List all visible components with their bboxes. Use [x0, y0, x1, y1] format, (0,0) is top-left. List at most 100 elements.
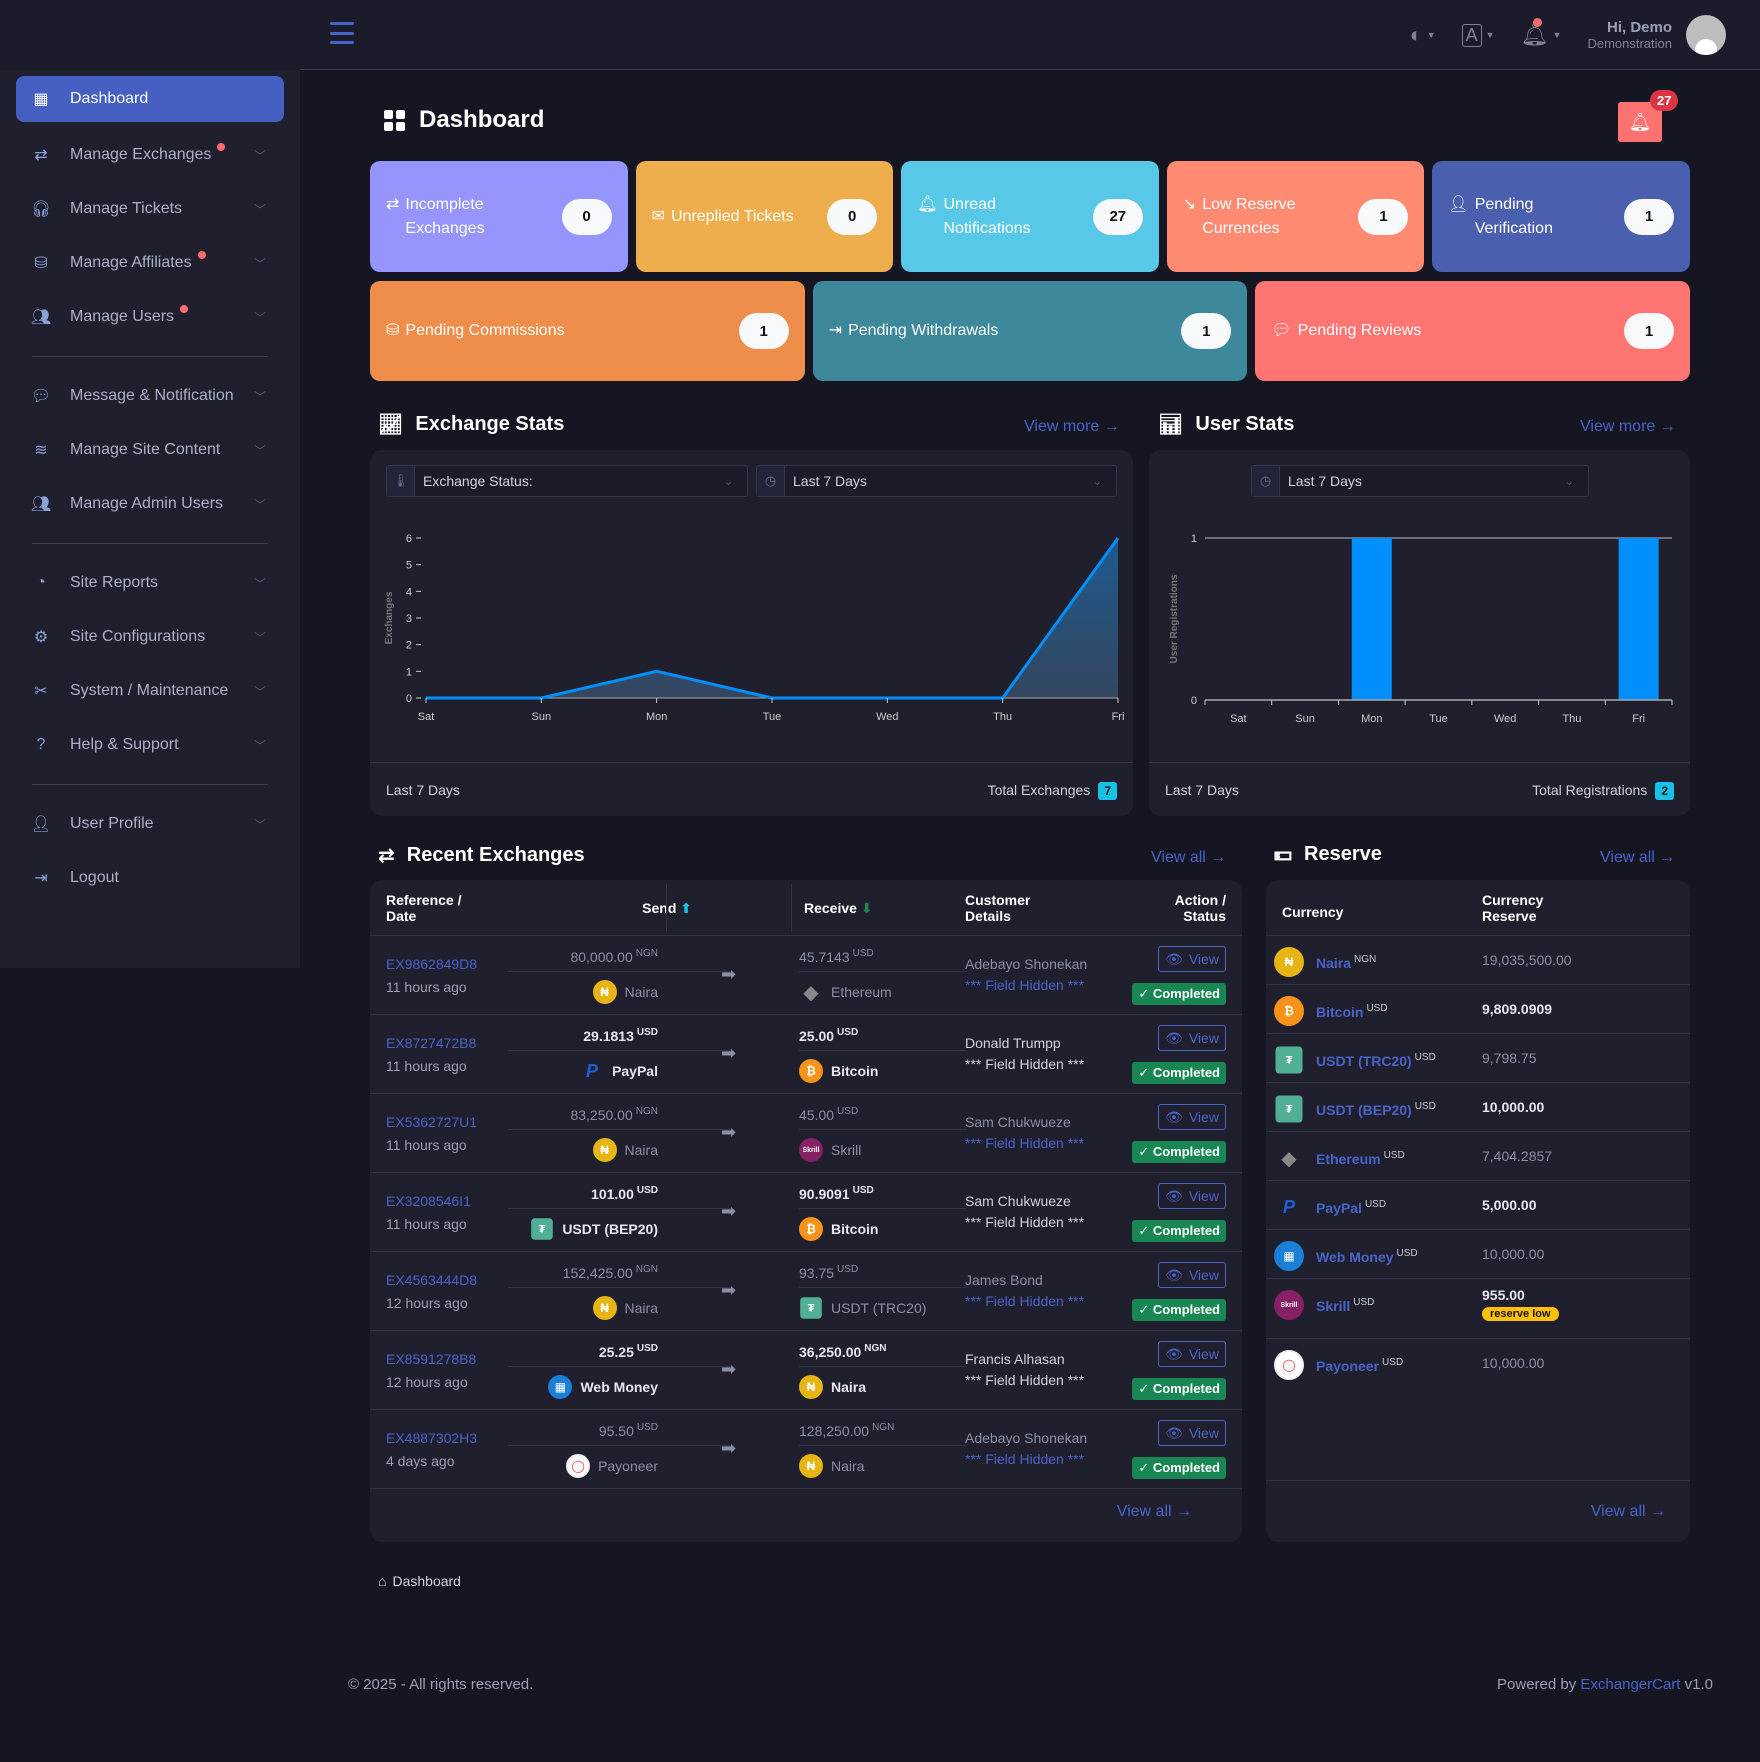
arrow-right-icon: ➡ [721, 1438, 737, 1458]
reserve-view-all-link-top[interactable]: View all → [1600, 849, 1676, 866]
home-icon[interactable]: ⌂ [378, 1573, 387, 1589]
sidebar-item-logout[interactable]: ⇥ Logout [16, 851, 284, 905]
chevron-down-icon: ﹀ [253, 443, 266, 458]
stat-card-pending-commissions[interactable]: ⛁ Pending Commissions 1 [370, 281, 805, 381]
view-button[interactable]: 👁︎ View [1158, 1183, 1226, 1209]
reserve-low-badge: reserve low [1482, 1307, 1559, 1321]
theme-toggle-button[interactable]: ◐ ▼ [1409, 22, 1436, 47]
view-button[interactable]: 👁︎ View [1158, 946, 1226, 972]
stat-card-unread-notifications[interactable]: 🔔︎ Unread Notifications 27 [901, 161, 1159, 272]
exchange-ref-link[interactable]: EX4887302H3 [386, 1430, 478, 1446]
exchange-ref-link[interactable]: EX4563444D8 [386, 1272, 478, 1288]
customer-name: Sam Chukwueze [965, 1114, 1071, 1130]
sidebar-item-manage-exchanges[interactable]: ⇄ Manage Exchanges ﹀ [16, 128, 284, 182]
stat-card-pending-withdrawals[interactable]: ⇥ Pending Withdrawals 1 [812, 281, 1248, 381]
avatar[interactable] [1686, 15, 1726, 55]
exchange-status-select[interactable]: 🌡︎ Exchange Status: ⌄ [386, 465, 748, 497]
currency-link[interactable]: ₿ Bitcoin USD [1274, 996, 1388, 1026]
chevron-down-icon: ﹀ [253, 684, 266, 699]
tools-icon: ✂ [34, 683, 48, 700]
sidebar-item-manage-admin-users[interactable]: 👥︎ Manage Admin Users ﹀ [30, 495, 266, 513]
recent-view-all-link-bottom[interactable]: View all → [1116, 1503, 1192, 1520]
arrow-right-icon: ➡ [721, 1122, 737, 1142]
notifications-button[interactable]: 🔔︎ ▼ [1521, 18, 1561, 48]
sidebar-item-user-profile[interactable]: 👤︎ User Profile ﹀ [30, 815, 266, 833]
top-header: ◐ ▼ A ▼ 🔔︎ ▼ Hi, Demo Demonstration [0, 0, 1760, 70]
exchange-ref-link[interactable]: EX9862849D8 [386, 956, 478, 972]
view-button[interactable]: 👁︎ View [1158, 1262, 1226, 1288]
view-button[interactable]: 👁︎ View [1158, 1341, 1226, 1367]
menu-toggle-button[interactable] [330, 22, 354, 44]
sidebar-item-manage-site-content[interactable]: ≋ Manage Site Content ﹀ [16, 423, 284, 477]
exchange-ref-link[interactable]: EX3208546I1 [386, 1193, 471, 1209]
sidebar-item-manage-users[interactable]: 👥︎ Manage Users ﹀ [16, 290, 284, 344]
count-badge: 1 [1624, 198, 1674, 235]
currency-link[interactable]: ₮ USDT (BEP20) USD [1274, 1094, 1436, 1124]
currency-link[interactable]: ▦ Web Money USD [1274, 1241, 1418, 1271]
receive-currency: ₦ Naira [799, 1454, 864, 1478]
alert-dot [180, 305, 189, 313]
coins-icon: ⛁ [34, 255, 48, 272]
chevron-down-icon: ⌄ [1564, 475, 1574, 488]
sidebar-item-dashboard[interactable]: ▦ Dashboard [16, 76, 284, 122]
admin-users-icon: 👥︎ [30, 496, 52, 513]
sidebar-item-message-notification[interactable]: 💬︎ Message & Notification ﹀ [30, 387, 266, 405]
exchange-ref-link[interactable]: EX8727472B8 [386, 1035, 477, 1051]
sidebar-item-manage-affiliates[interactable]: ⛁ Manage Affiliates ﹀ [16, 236, 284, 290]
exchange-range-select[interactable]: ◷ Last 7 Days ⌄ [756, 465, 1117, 497]
currency-link[interactable]: ◯ Payoneer USD [1274, 1350, 1403, 1380]
notification-count-badge: 27 [1650, 90, 1679, 111]
exchange-ref-link[interactable]: EX8591278B8 [386, 1351, 477, 1367]
stat-card-unreplied-tickets[interactable]: ✉ Unreplied Tickets 0 [635, 161, 894, 272]
customer-name: Adebayo Shonekan [965, 956, 1088, 972]
currency-link[interactable]: P PayPal USD [1274, 1192, 1386, 1222]
eye-icon: 👁︎ [1165, 1424, 1183, 1441]
table-row: EX8591278B8 12 hours ago 25.25 USD ▦ Web M… [370, 1331, 1242, 1410]
usdt-icon: ₮ [800, 1297, 822, 1319]
currency-link[interactable]: ₮ USDT (TRC20) USD [1274, 1045, 1436, 1075]
sidebar-item-site-reports[interactable]: ◔ Site Reports ﹀ [16, 556, 284, 610]
language-button[interactable]: A ▼ [1461, 23, 1495, 47]
reserve-view-all-link-bottom[interactable]: View all → [1590, 1503, 1666, 1520]
recent-view-all-link-top[interactable]: View all → [1151, 849, 1227, 866]
sidebar-item-manage-tickets[interactable]: 🎧︎ Manage Tickets ﹀ [30, 200, 266, 218]
user-range-select[interactable]: ◷ Last 7 Days ⌄ [1251, 465, 1589, 497]
user-menu[interactable]: Hi, Demo Demonstration [1587, 19, 1672, 51]
customer-name: Francis Alhasan [965, 1351, 1065, 1367]
user-stats-view-more-link[interactable]: View more → [1580, 418, 1676, 435]
currency-link[interactable]: Skrill Skrill USD [1274, 1290, 1374, 1320]
footer-brand-link[interactable]: ExchangerCart [1580, 1676, 1681, 1693]
receive-amount: 25.00 USD [799, 1027, 859, 1044]
exchange-stats-view-more-link[interactable]: View more → [1024, 418, 1120, 435]
view-button[interactable]: 👁︎ View [1158, 1420, 1226, 1446]
skrill-icon: Skrill [1274, 1290, 1304, 1320]
logout-icon: ⇥ [34, 870, 48, 887]
card-icon: ✉ [651, 207, 665, 225]
receive-currency: ₿ Bitcoin [799, 1059, 878, 1083]
bar-chart-icon: 📊︎ [1158, 414, 1184, 436]
view-button[interactable]: 👁︎ View [1158, 1104, 1226, 1130]
count-badge: 0 [827, 198, 878, 235]
status-badge: ✓ Completed [1132, 983, 1226, 1005]
stat-card-pending-reviews[interactable]: 💬︎ Pending Reviews 1 [1255, 281, 1690, 381]
currency-link[interactable]: ◆ Ethereum USD [1274, 1143, 1404, 1173]
receive-amount: 90.9091 USD [799, 1185, 874, 1202]
reserve-table: Currency Currency Reserve ₦ Naira NGN 19,0… [1266, 880, 1690, 1542]
stat-card-incomplete-exchanges[interactable]: ⇄ Incomplete Exchanges 0 [370, 161, 628, 272]
notification-bell-button[interactable]: 🔔︎ 27 [1618, 90, 1679, 142]
sidebar-item-help-support[interactable]: ? Help & Support ﹀ [16, 718, 284, 772]
stat-card-low-reserve-currencies[interactable]: ↘ Low Reserve Currencies 1 [1166, 161, 1425, 272]
customer-hidden-field: *** Field Hidden *** [965, 1135, 1085, 1151]
sidebar-item-site-configurations[interactable]: ⚙ Site Configurations ﹀ [33, 628, 266, 646]
table-row: EX4887302H3 4 days ago 95.50 USD ◯ Payonee… [370, 1410, 1242, 1489]
card-icon: ⇄ [386, 195, 400, 213]
pay-icon: ◯ [1274, 1350, 1304, 1380]
svg-text:0: 0 [406, 693, 412, 705]
stat-card-pending-verification[interactable]: 👤︎ Pending Verification 1 [1432, 161, 1690, 272]
sidebar-item-system-maintenance[interactable]: ✂ System / Maintenance ﹀ [16, 664, 284, 718]
currency-link[interactable]: ₦ Naira NGN [1274, 947, 1376, 977]
footer-powered: Powered by ExchangerCart v1.0 [1497, 1676, 1713, 1693]
view-button[interactable]: 👁︎ View [1158, 1025, 1226, 1051]
receive-amount: 128,250.00 NGN [799, 1422, 895, 1439]
exchange-ref-link[interactable]: EX5362727U1 [386, 1114, 478, 1130]
